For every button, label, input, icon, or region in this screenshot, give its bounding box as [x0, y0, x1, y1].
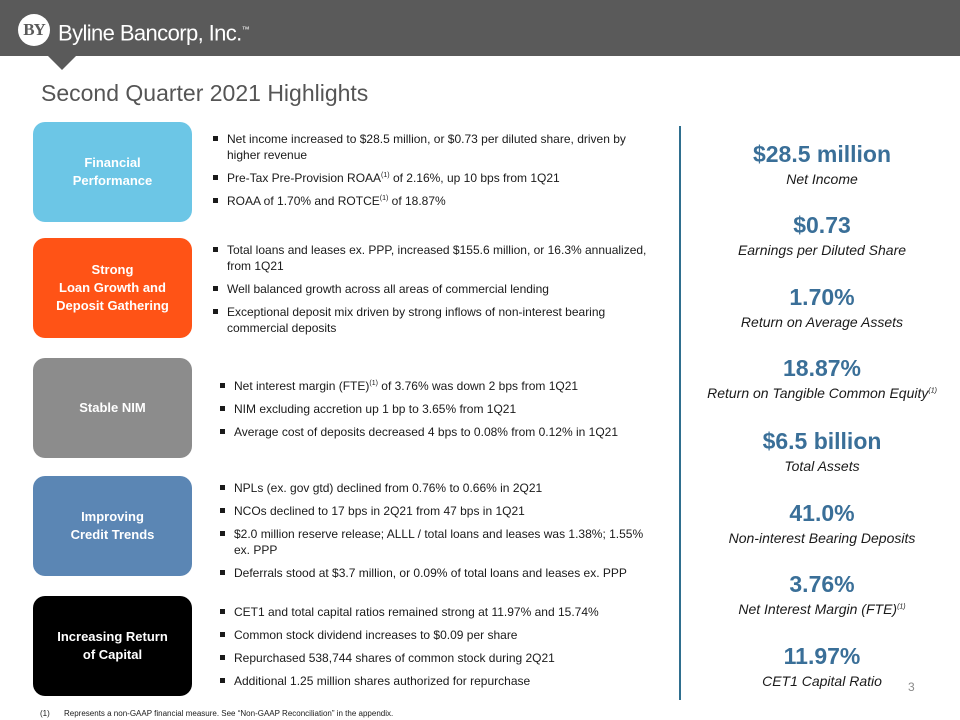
footnote: (1) Represents a non-GAAP financial measu…	[40, 709, 393, 718]
section-label-text: Increasing Return of Capital	[57, 628, 168, 664]
trademark-symbol: ™	[241, 25, 250, 34]
bullet-item: Repurchased 538,744 shares of common sto…	[217, 650, 657, 666]
bullet-item: CET1 and total capital ratios remained s…	[217, 604, 657, 620]
company-logo-text: Byline Bancorp, Inc.™	[58, 14, 250, 49]
section-label-financial-performance: Financial Performance	[33, 122, 192, 222]
section-label-line: Improving	[81, 509, 144, 524]
financial-performance-bullets: Net income increased to $28.5 million, o…	[210, 131, 650, 216]
section-label-line: Financial	[84, 155, 141, 170]
header-notch	[48, 56, 76, 70]
section-label-loan-growth: Strong Loan Growth and Deposit Gathering	[33, 238, 192, 338]
footnote-ref: (1)	[381, 172, 390, 179]
section-label-text: Strong Loan Growth and Deposit Gathering	[56, 261, 169, 315]
metric-label: Total Assets	[784, 458, 860, 474]
metric-item: 41.0% Non-interest Bearing Deposits	[684, 499, 960, 547]
section-label-line: of Capital	[82, 647, 143, 662]
metric-item: 1.70% Return on Average Assets	[684, 283, 960, 331]
page-title: Second Quarter 2021 Highlights	[41, 80, 369, 106]
footnote-ref: (1)	[897, 603, 906, 611]
bullet-item: Average cost of deposits decreased 4 bps…	[217, 424, 657, 440]
metric-value: $28.5 million	[752, 141, 892, 167]
section-label-line: Stable NIM	[79, 400, 146, 415]
bullet-item: Pre-Tax Pre-Provision ROAA(1) of 2.16%, …	[210, 170, 650, 186]
vertical-divider	[679, 126, 681, 700]
bullet-item: Well balanced growth across all areas of…	[210, 281, 650, 297]
section-label-line: Credit Trends	[70, 527, 155, 542]
metric-item: $28.5 million Net Income	[684, 140, 960, 188]
section-label-line: Increasing Return	[57, 629, 168, 644]
section-label-text: Financial Performance	[73, 154, 152, 190]
metric-label: Return on Average Assets	[740, 314, 904, 330]
bullet-item: $2.0 million reserve release; ALLL / tot…	[217, 526, 657, 558]
bullet-item: NCOs declined to 17 bps in 2Q21 from 47 …	[217, 503, 657, 519]
metric-value: 18.87%	[782, 355, 861, 381]
metric-value: 1.70%	[789, 284, 855, 310]
byline-logo-icon: BY	[18, 14, 50, 46]
metric-value: 3.76%	[789, 571, 855, 597]
footnote-marker: (1)	[40, 709, 50, 718]
footnote-ref: (1)	[379, 195, 389, 202]
metric-label: Return on Tangible Common Equity(1)	[707, 385, 937, 401]
footnote-ref: (1)	[928, 387, 937, 395]
section-label-text: Improving Credit Trends	[71, 508, 155, 544]
metric-item: 18.87% Return on Tangible Common Equity(1…	[684, 354, 960, 402]
bullet-item: Additional 1.25 million shares authorize…	[217, 673, 657, 689]
section-label-line: Performance	[72, 173, 153, 188]
footnote-ref: (1)	[369, 380, 378, 387]
metric-label: Net Interest Margin (FTE)(1)	[738, 601, 906, 617]
bullet-item: NPLs (ex. gov gtd) declined from 0.76% t…	[217, 480, 657, 496]
section-label-credit-trends: Improving Credit Trends	[33, 476, 192, 576]
metric-item: 3.76% Net Interest Margin (FTE)(1)	[684, 570, 960, 618]
header-bar: BY Byline Bancorp, Inc.™	[0, 0, 960, 56]
company-name: Byline Bancorp, Inc.	[58, 20, 242, 46]
metric-item: $6.5 billion Total Assets	[684, 427, 960, 475]
section-label-stable-nim: Stable NIM	[33, 358, 192, 458]
return-of-capital-bullets: CET1 and total capital ratios remained s…	[217, 604, 657, 696]
metric-item: 11.97% CET1 Capital Ratio	[684, 642, 960, 690]
metric-label: Non-interest Bearing Deposits	[728, 530, 916, 546]
footnote-text: Represents a non-GAAP financial measure.…	[64, 709, 394, 718]
bullet-item: Net interest margin (FTE)(1) of 3.76% wa…	[217, 378, 657, 394]
stable-nim-bullets: Net interest margin (FTE)(1) of 3.76% wa…	[217, 378, 657, 447]
metric-label: Net Income	[786, 171, 858, 187]
bullet-item: Total loans and leases ex. PPP, increase…	[210, 242, 650, 274]
bullet-item: ROAA of 1.70% and ROTCE(1) of 18.87%	[210, 193, 650, 209]
page-number: 3	[908, 680, 915, 694]
metric-value: 41.0%	[789, 500, 855, 526]
section-label-line: Deposit Gathering	[56, 298, 169, 313]
loan-growth-bullets: Total loans and leases ex. PPP, increase…	[210, 242, 650, 343]
bullet-item: NIM excluding accretion up 1 bp to 3.65%…	[217, 401, 657, 417]
metric-value: 11.97%	[783, 643, 861, 669]
bullet-item: Net income increased to $28.5 million, o…	[210, 131, 650, 163]
section-label-text: Stable NIM	[79, 399, 145, 417]
section-label-return-of-capital: Increasing Return of Capital	[33, 596, 192, 696]
section-label-line: Strong	[91, 262, 134, 277]
metric-value: $6.5 billion	[762, 428, 882, 454]
bullet-item: Exceptional deposit mix driven by strong…	[210, 304, 650, 336]
metric-label: Earnings per Diluted Share	[737, 242, 907, 258]
metric-value: $0.73	[793, 212, 851, 238]
credit-trends-bullets: NPLs (ex. gov gtd) declined from 0.76% t…	[217, 480, 657, 588]
bullet-item: Common stock dividend increases to $0.09…	[217, 627, 657, 643]
section-label-line: Loan Growth and	[59, 280, 166, 295]
metric-label: CET1 Capital Ratio	[762, 673, 882, 689]
metric-item: $0.73 Earnings per Diluted Share	[684, 211, 960, 259]
bullet-item: Deferrals stood at $3.7 million, or 0.09…	[217, 565, 657, 581]
